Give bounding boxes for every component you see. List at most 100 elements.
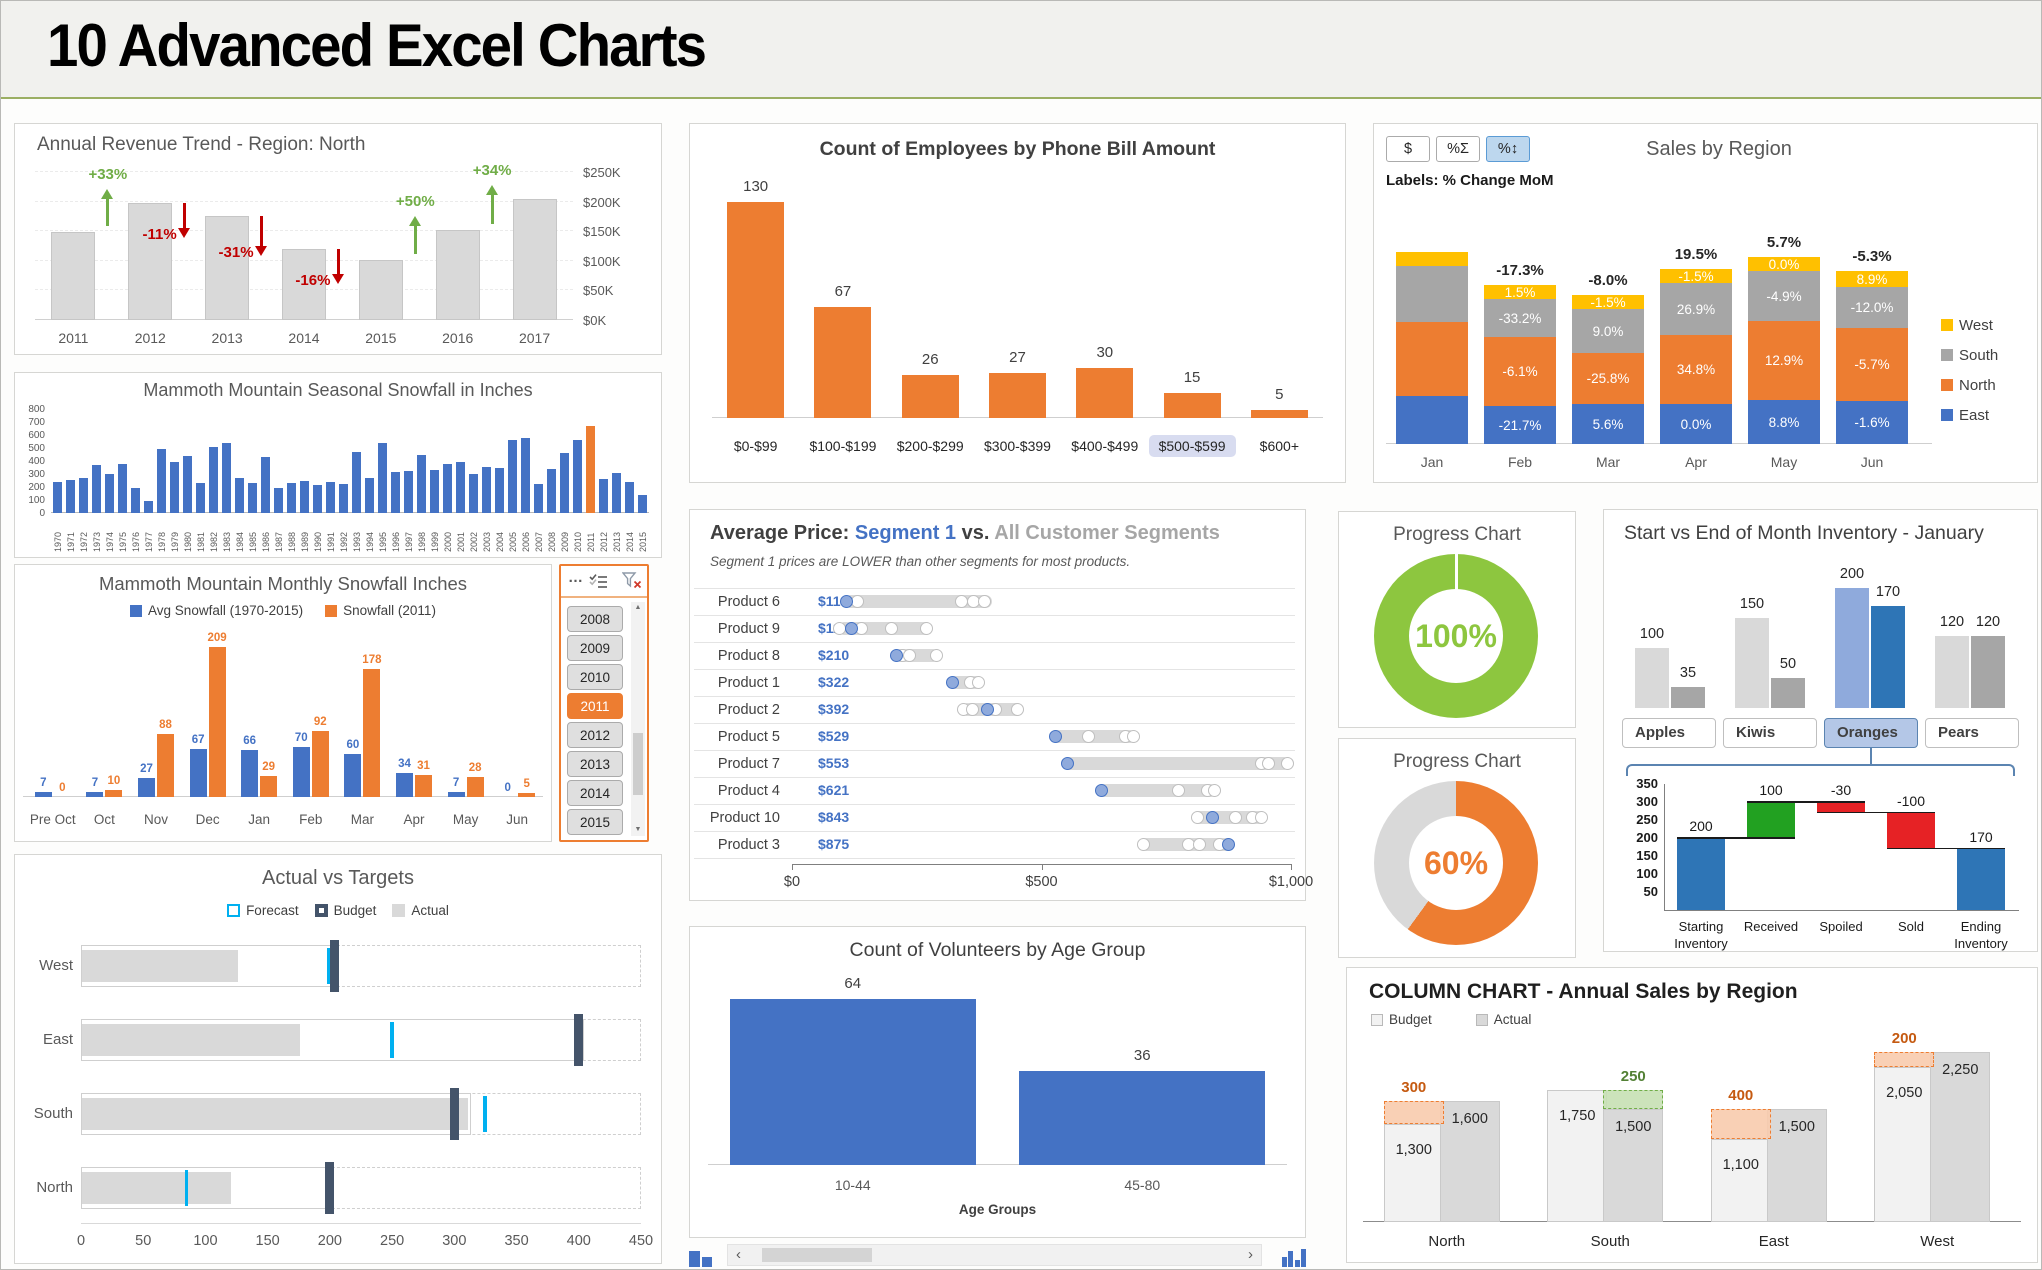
fruit-button-kiwis[interactable]: Kiwis — [1723, 718, 1817, 748]
donut-ring: 100% — [1374, 554, 1538, 718]
scroll-left-icon[interactable]: ‹ — [736, 1246, 741, 1263]
fruit-button-apples[interactable]: Apples — [1622, 718, 1716, 748]
budget-tick — [325, 1162, 335, 1214]
legend-label: Budget — [333, 903, 377, 918]
value-label: 100 — [1639, 626, 1665, 642]
bar — [729, 998, 976, 1165]
volunteers-chart: 64 10-44 36 45-80 — [690, 927, 1305, 1237]
x-axis-label: Received — [1743, 919, 1799, 934]
x-axis-label: $400-$499 — [1071, 438, 1139, 454]
selection-connector — [1870, 748, 1872, 764]
stack-segment — [1396, 266, 1468, 322]
product-label: Product 6 — [717, 594, 780, 610]
bar — [495, 467, 504, 513]
axis-tick — [1041, 864, 1043, 870]
legend-label: East — [1959, 406, 1990, 424]
x-axis-label: Feb — [1507, 454, 1533, 470]
chart-title: Mammoth Mountain Seasonal Snowfall in In… — [143, 380, 533, 400]
slicer-year-2015[interactable]: 2015 — [567, 809, 623, 835]
legend-item-forecast: Forecast — [227, 903, 299, 918]
slicer-year-2014[interactable]: 2014 — [567, 780, 623, 806]
budget-value-label: 2,050 — [1886, 1085, 1923, 1102]
value-label: 0 — [59, 782, 66, 794]
bar — [727, 202, 785, 418]
value-label: 120 — [1975, 614, 2001, 630]
histogram-icon[interactable] — [1281, 1249, 1306, 1267]
bar — [208, 647, 226, 797]
slicer-year-2008[interactable]: 2008 — [567, 606, 623, 632]
x-axis-label: 450 — [628, 1233, 654, 1249]
scrollbar-thumb[interactable] — [633, 733, 643, 796]
bar — [105, 789, 123, 797]
labels-percent-change-button[interactable]: %↕ — [1486, 136, 1530, 162]
y-axis-label: 600 — [28, 430, 45, 441]
mini-bar-chart-icon[interactable] — [689, 1251, 712, 1267]
x-axis-label: 1972 — [78, 531, 89, 552]
slicer-scrollbar[interactable]: ▲ ▼ — [631, 602, 645, 836]
legend-item-north: North — [1941, 370, 2027, 400]
range-band — [1063, 757, 1290, 770]
scrollbar-thumb[interactable] — [762, 1248, 872, 1262]
x-axis-label: 2002 — [468, 531, 479, 552]
bar — [261, 457, 270, 513]
multiselect-icon[interactable] — [589, 573, 608, 590]
x-axis-label: 350 — [504, 1233, 529, 1249]
slicer-year-2009[interactable]: 2009 — [567, 635, 623, 661]
row-separator — [694, 804, 1295, 805]
total-label: -5.3% — [1852, 248, 1892, 265]
x-axis-label: Jun — [506, 812, 529, 827]
bar — [547, 469, 556, 513]
panel-budget-actual: COLUMN CHART - Annual Sales by Region Bu… — [1346, 967, 2038, 1263]
forecast-tick — [184, 1170, 189, 1206]
bar — [1935, 636, 1969, 708]
x-axis-label: 1991 — [325, 531, 336, 552]
actual-bar — [82, 1098, 468, 1130]
scroll-up-icon[interactable]: ▲ — [634, 604, 642, 611]
x-axis-label: 1977 — [143, 531, 154, 552]
slicer-year-2011[interactable]: 2011 — [567, 693, 623, 719]
stack-segment: 34.8% — [1660, 335, 1732, 404]
legend-swatch — [1941, 409, 1953, 421]
actual-bar — [1439, 1101, 1500, 1222]
scroll-right-icon[interactable]: › — [1248, 1246, 1253, 1263]
axis-tick — [792, 864, 793, 870]
labels-percent-total-button[interactable]: %Σ — [1436, 136, 1480, 162]
bar — [599, 478, 608, 513]
slicer-year-2012[interactable]: 2012 — [567, 722, 623, 748]
value-label: 7 — [452, 776, 460, 789]
horizontal-scrollbar[interactable]: ‹ › — [727, 1244, 1262, 1266]
axis-line — [81, 1223, 641, 1224]
progress-donut-100: 100% — [1339, 512, 1575, 727]
labels-dollar-button[interactable]: $ — [1386, 136, 1430, 162]
value-label: 67 — [834, 282, 852, 300]
x-axis-label: 250 — [380, 1233, 405, 1249]
x-axis-label: 1985 — [247, 531, 258, 552]
bar — [260, 776, 278, 797]
x-axis-label[interactable]: $500-$599 — [1148, 435, 1236, 457]
x-axis-label: 1982 — [208, 531, 219, 552]
x-axis-label: 2011 — [58, 330, 89, 346]
bar — [128, 203, 173, 320]
panel-inventory: Start vs End of Month Inventory - Januar… — [1603, 509, 2038, 952]
value-label: 26 — [921, 350, 939, 368]
fruit-button-pears[interactable]: Pears — [1925, 718, 2019, 748]
bar — [292, 746, 310, 797]
sales-by-region-chart: Jan -21.7% -6.1% -33.2% 1.5% -17.3% Feb 5.6% -25… — [1374, 124, 2037, 482]
scroll-down-icon[interactable]: ▼ — [634, 826, 642, 833]
legend: West South North East — [1941, 310, 2027, 430]
fruit-button-oranges[interactable]: Oranges — [1824, 718, 1918, 748]
slicer-year-2010[interactable]: 2010 — [567, 664, 623, 690]
variance-box — [1383, 1101, 1444, 1124]
connector-line — [1747, 801, 1865, 803]
stack-segment: -1.6% — [1836, 401, 1908, 444]
bar — [456, 461, 465, 513]
row-separator — [694, 615, 1295, 616]
x-axis-label: 150 — [255, 1233, 280, 1249]
donut-center: 60% — [1409, 816, 1503, 910]
stack-segment: -5.7% — [1836, 328, 1908, 401]
clear-filter-icon[interactable] — [622, 572, 642, 590]
x-axis-label: 400 — [566, 1233, 591, 1249]
arrow-head — [331, 273, 344, 284]
legend: Forecast Budget Actual — [15, 903, 661, 918]
slicer-year-2013[interactable]: 2013 — [567, 751, 623, 777]
